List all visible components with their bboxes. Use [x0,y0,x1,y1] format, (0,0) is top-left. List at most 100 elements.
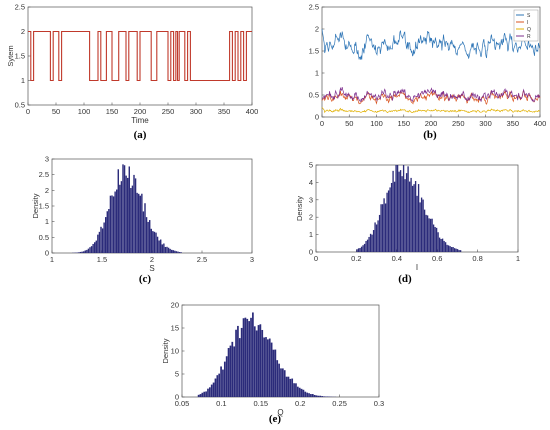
y-axis-label-d: Density [295,196,304,221]
histogram-bar-d [419,202,421,252]
histogram-bar-d [371,234,373,252]
histogram-bar-c [97,234,99,253]
y-axis-label-a: Sytem [6,45,15,66]
histogram-bar-e [317,395,320,397]
histogram-bar-d [392,170,394,252]
histogram-bar-c [175,251,178,253]
histogram-bar-c [160,239,162,253]
histogram-bar-e [310,394,312,397]
histogram-bar-e [306,392,309,397]
histogram-bar-c [84,250,86,253]
histogram-bar-e [291,378,294,397]
histogram-bar-d [395,165,397,252]
histogram-bar-c [78,252,80,253]
histogram-bar-d [381,204,384,252]
histogram-bar-e [218,373,221,397]
x-tick-label-c: 1 [50,255,54,264]
histogram-bar-e [205,391,207,397]
histogram-bar-c [136,192,138,253]
histogram-bar-c [150,228,152,253]
histogram-bar-e [212,382,215,397]
x-tick-label-b: 350 [506,119,519,128]
x-tick-label-a: 150 [106,107,119,116]
histogram-bar-e [210,384,213,397]
x-tick-label-e: 0.2 [295,399,305,408]
histogram-bar-e [257,325,260,397]
x-tick-label-e: 0.25 [332,399,347,408]
histogram-bar-d [416,195,418,252]
histogram-bar-e [231,341,234,397]
x-tick-label-e: 0.05 [175,399,190,408]
histogram-bar-d [446,244,448,252]
histogram-bar-d [386,192,388,252]
histogram-bar-c [111,195,113,253]
histogram-bar-e [255,330,258,397]
histogram-bar-d [387,190,390,252]
x-tick-label-a: 200 [134,107,147,116]
histogram-bar-c [127,177,129,253]
histogram-bar-c [133,174,135,253]
plot-area-c [51,158,253,254]
y-tick-label-e: 15 [171,324,179,333]
y-tick-label-b: 0 [315,113,319,122]
y-axis-label-c: Density [31,193,40,218]
x-tick-label-d: 0 [314,254,318,263]
series-line-b-Q [321,107,541,114]
histogram-bar-d [420,197,423,252]
legend-label-I: I [527,20,528,26]
histogram-bar-c [100,226,102,253]
x-tick-label-c: 2 [150,255,154,264]
histogram-bar-e [265,337,267,397]
y-tick-label-e: 20 [171,301,179,310]
histogram-bar-c [89,247,91,253]
histogram-bar-d [359,247,361,252]
histogram-bar-e [223,361,226,397]
histogram-bar-c [152,231,154,253]
histogram-bar-c [101,228,104,253]
histogram-bar-c [177,251,179,253]
histogram-bar-c [79,251,82,253]
histogram-bar-c [134,178,137,253]
histogram-bar-e [321,396,323,397]
y-tick-label-b: 0.5 [309,91,319,100]
histogram-bar-d [444,242,447,252]
histogram-bar-d [377,220,379,252]
histogram-bar-d [449,246,451,252]
y-axis-label-e: Density [161,338,170,363]
y-tick-label-a: 1.5 [15,52,25,61]
x-tick-label-a: 50 [52,107,60,116]
histogram-bar-c [103,222,105,253]
x-tick-label-a: 350 [218,107,231,116]
histogram-bar-e [308,393,310,397]
y-tick-label-b: 1.5 [309,47,319,56]
histogram-bar-e [248,321,251,397]
y-tick-label-d: 5 [309,161,313,170]
histogram-bar-d [456,249,459,252]
y-tick-label-c: 2 [45,186,49,195]
histogram-bar-d [398,171,400,252]
y-tick-label-b: 1 [315,69,319,78]
x-tick-label-a: 0 [26,107,30,116]
histogram-bar-d [375,224,378,252]
histogram-bar-d [356,249,358,252]
histogram-bar-d [407,166,409,252]
histogram-bar-c [156,236,159,253]
x-axis-label-a: Time [131,116,149,125]
histogram-bar-d [360,246,363,252]
x-axis-label-d: I [416,263,418,272]
histogram-bar-c [167,247,170,253]
series-line-b-S [321,28,541,60]
histogram-bar-e [233,346,236,397]
caption-d: (d) [398,273,412,285]
histogram-bar-c [95,240,97,253]
histogram-bar-d [366,239,369,252]
histogram-bar-c [164,246,167,253]
histogram-bar-e [323,396,325,397]
histogram-bar-d [413,184,415,252]
histogram-bar-c [158,240,160,253]
histogram-bar-c [153,231,156,253]
histogram-bar-d [441,238,444,252]
histogram-bar-d [372,230,375,252]
y-tick-label-d: 0 [309,248,313,257]
x-tick-label-a: 300 [190,107,203,116]
